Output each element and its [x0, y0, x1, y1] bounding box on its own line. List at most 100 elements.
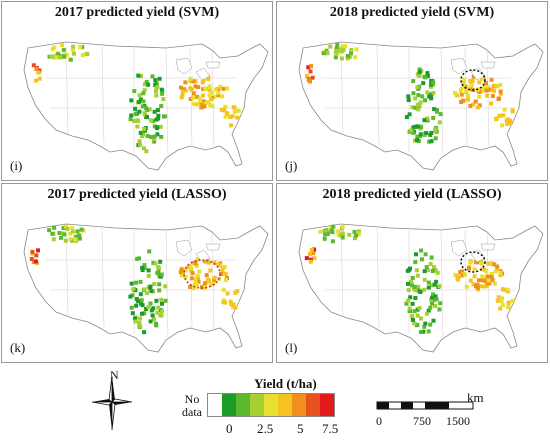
yield-cell: [78, 45, 83, 49]
yield-cell: [496, 295, 501, 300]
yield-cell: [413, 296, 418, 300]
yield-cell: [424, 311, 429, 316]
yield-cell: [206, 77, 211, 81]
yield-cell: [480, 76, 485, 81]
yield-cell: [156, 305, 161, 310]
yield-cell: [145, 134, 150, 138]
yield-cell: [415, 85, 420, 90]
yield-cell: [338, 47, 343, 52]
yield-cell: [196, 101, 201, 106]
yield-cell: [504, 118, 509, 123]
yield-cell: [431, 298, 436, 303]
yield-cell: [220, 94, 224, 99]
yield-cell: [152, 134, 157, 139]
yield-cell: [212, 94, 217, 99]
yield-cell: [349, 48, 354, 52]
yield-cell: [158, 313, 163, 317]
yield-cell: [423, 252, 428, 257]
yield-cell: [461, 82, 466, 87]
yield-cell: [192, 286, 197, 291]
yield-cell: [186, 264, 191, 269]
map-panel-lasso-2018: 2018 predicted yield (LASSO) (l): [276, 183, 548, 363]
yield-cell: [197, 269, 202, 274]
yield-cell: [229, 302, 234, 307]
yield-cell: [490, 278, 495, 283]
yield-cell: [189, 268, 194, 273]
yield-cell: [464, 89, 469, 94]
yield-cell: [236, 108, 241, 113]
yield-cell: [29, 257, 34, 261]
yield-cell: [223, 300, 227, 305]
yield-cell: [433, 136, 438, 141]
panel-label: (k): [10, 340, 26, 355]
yield-cell: [490, 94, 495, 98]
yield-cell: [470, 78, 475, 83]
yield-cell: [465, 97, 470, 102]
yield-cell: [137, 99, 142, 104]
yield-cell: [505, 122, 510, 126]
yield-cell: [138, 142, 143, 147]
yield-cell: [343, 44, 348, 49]
yield-cell: [429, 297, 434, 302]
yield-cell: [128, 117, 133, 122]
yield-cell: [475, 260, 480, 265]
yield-cell: [495, 84, 500, 89]
yield-cell: [498, 83, 503, 87]
yield-cell: [431, 115, 436, 120]
yield-cell: [208, 103, 213, 107]
yield-cell: [146, 82, 151, 87]
yield-cell: [408, 128, 413, 133]
yield-cell: [34, 67, 39, 71]
yield-cell: [489, 275, 494, 279]
yield-cell: [336, 229, 340, 234]
yield-cell: [230, 114, 235, 119]
yield-cell: [416, 284, 421, 289]
yield-cell: [133, 316, 137, 321]
panel-title: 2017 predicted yield (LASSO): [47, 187, 227, 202]
yield-cell: [333, 55, 338, 60]
yield-cell: [406, 281, 410, 286]
yield-cell: [304, 256, 309, 261]
yield-cell: [498, 273, 503, 278]
yield-cell: [433, 128, 438, 133]
yield-cell: [200, 104, 205, 109]
yield-cell: [191, 91, 196, 96]
yield-cell: [404, 301, 409, 306]
yield-cell: [505, 287, 510, 292]
yield-cell: [485, 93, 490, 98]
yield-cell: [142, 263, 147, 268]
legend-tick-0: 0: [226, 421, 233, 436]
yield-cell: [410, 105, 415, 110]
yield-cell: [198, 96, 202, 101]
yield-cell: [431, 318, 436, 323]
yield-cell: [157, 76, 162, 81]
yield-cell: [416, 107, 421, 112]
yield-cell: [201, 93, 205, 98]
yield-cell: [415, 134, 420, 139]
yield-cell: [487, 87, 492, 92]
yield-cell: [489, 87, 494, 92]
yield-cell: [431, 80, 436, 85]
yield-cell: [415, 124, 420, 129]
yield-cell: [330, 230, 335, 235]
yield-cell: [137, 256, 141, 261]
yield-cell: [435, 109, 439, 114]
yield-cell: [156, 113, 161, 118]
yield-cell: [63, 238, 68, 243]
yield-cell: [318, 229, 323, 234]
yield-cell: [312, 256, 317, 261]
yield-cell: [73, 237, 78, 242]
yield-cell: [159, 297, 164, 302]
yield-cell: [193, 276, 198, 281]
yield-cell: [79, 227, 84, 232]
yield-cell: [148, 301, 153, 306]
yield-cell: [492, 281, 497, 286]
yield-cell: [153, 78, 158, 83]
yield-cell: [148, 118, 153, 123]
yield-cell: [307, 252, 312, 256]
yield-cell: [58, 55, 63, 60]
yield-cell: [132, 89, 137, 94]
yield-cell: [356, 232, 361, 237]
yield-cell: [407, 306, 412, 311]
yield-cell: [233, 290, 238, 295]
